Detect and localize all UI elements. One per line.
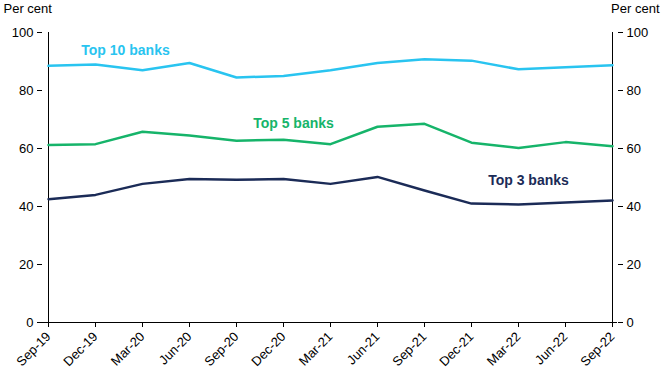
svg-text:60: 60 xyxy=(627,141,641,156)
svg-text:Mar-20: Mar-20 xyxy=(108,329,148,369)
svg-text:Dec-20: Dec-20 xyxy=(248,329,288,369)
svg-text:Per cent: Per cent xyxy=(4,1,53,16)
svg-text:Mar-21: Mar-21 xyxy=(296,329,336,369)
svg-text:Dec-21: Dec-21 xyxy=(436,329,476,369)
svg-text:100: 100 xyxy=(12,25,34,40)
svg-text:Sep-22: Sep-22 xyxy=(577,329,617,369)
svg-text:Mar-22: Mar-22 xyxy=(484,329,524,369)
svg-text:Sep-20: Sep-20 xyxy=(201,329,241,369)
svg-text:Per cent: Per cent xyxy=(611,1,660,16)
svg-text:Jun-20: Jun-20 xyxy=(156,329,195,368)
svg-text:100: 100 xyxy=(627,25,649,40)
svg-text:Dec-19: Dec-19 xyxy=(60,329,100,369)
svg-text:Top 5 banks: Top 5 banks xyxy=(253,115,334,131)
svg-text:80: 80 xyxy=(19,83,33,98)
svg-text:Sep-21: Sep-21 xyxy=(389,329,429,369)
svg-text:60: 60 xyxy=(19,141,33,156)
svg-text:Top 10 banks: Top 10 banks xyxy=(81,42,170,58)
svg-text:80: 80 xyxy=(627,83,641,98)
svg-text:20: 20 xyxy=(19,257,33,272)
svg-text:20: 20 xyxy=(627,257,641,272)
svg-text:0: 0 xyxy=(627,315,634,330)
svg-text:Sep-19: Sep-19 xyxy=(13,329,53,369)
svg-text:40: 40 xyxy=(627,199,641,214)
svg-text:40: 40 xyxy=(19,199,33,214)
svg-text:Jun-22: Jun-22 xyxy=(532,329,571,368)
svg-text:Jun-21: Jun-21 xyxy=(344,329,383,368)
svg-text:Top 3 banks: Top 3 banks xyxy=(488,172,569,188)
svg-text:0: 0 xyxy=(26,315,33,330)
